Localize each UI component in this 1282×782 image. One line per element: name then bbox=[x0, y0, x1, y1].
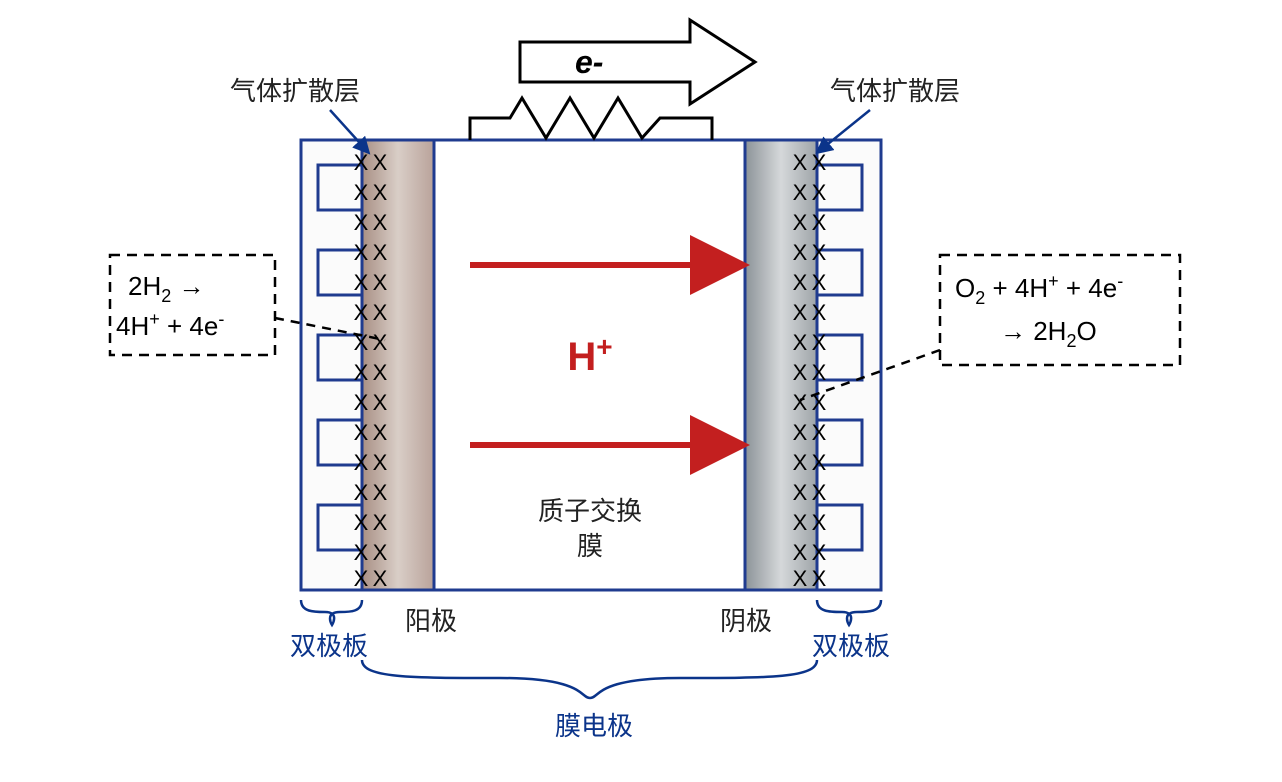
svg-text:X: X bbox=[373, 540, 388, 565]
svg-text:X: X bbox=[793, 330, 808, 355]
anode-label: 阳极 bbox=[405, 606, 457, 636]
svg-text:X: X bbox=[354, 510, 369, 535]
bipolar-label-right: 双极板 bbox=[812, 631, 890, 661]
svg-text:X: X bbox=[812, 360, 827, 385]
membrane-electrode-label: 膜电极 bbox=[555, 711, 633, 741]
svg-text:O2 + 4H+ + 4e-: O2 + 4H+ + 4e- bbox=[955, 271, 1123, 308]
svg-text:X: X bbox=[373, 420, 388, 445]
svg-text:X: X bbox=[373, 240, 388, 265]
svg-text:X: X bbox=[793, 510, 808, 535]
svg-text:X: X bbox=[373, 330, 388, 355]
membrane-electrode-brace: 膜电极 bbox=[362, 660, 817, 741]
svg-text:X: X bbox=[373, 300, 388, 325]
svg-text:X: X bbox=[373, 450, 388, 475]
svg-text:X: X bbox=[354, 360, 369, 385]
svg-text:X: X bbox=[793, 300, 808, 325]
svg-text:X: X bbox=[793, 210, 808, 235]
svg-text:→ 2H2O: → 2H2O bbox=[1000, 316, 1097, 351]
svg-text:X: X bbox=[354, 180, 369, 205]
svg-text:X: X bbox=[812, 566, 827, 591]
svg-text:X: X bbox=[373, 566, 388, 591]
svg-text:X: X bbox=[354, 300, 369, 325]
svg-text:X: X bbox=[373, 480, 388, 505]
svg-text:X: X bbox=[793, 150, 808, 175]
svg-text:X: X bbox=[354, 480, 369, 505]
svg-text:X: X bbox=[812, 150, 827, 175]
svg-text:X: X bbox=[812, 210, 827, 235]
svg-text:X: X bbox=[793, 360, 808, 385]
bipolar-brace-right: 双极板 bbox=[812, 600, 890, 661]
cathode-label: 阴极 bbox=[720, 606, 772, 636]
membrane-label-line1: 质子交换 bbox=[538, 496, 642, 526]
bipolar-brace-left: 双极板 bbox=[290, 600, 368, 661]
gdl-label-right: 气体扩散层 bbox=[830, 76, 960, 106]
svg-text:X: X bbox=[812, 240, 827, 265]
svg-text:X: X bbox=[373, 360, 388, 385]
svg-text:X: X bbox=[812, 330, 827, 355]
svg-text:X: X bbox=[812, 300, 827, 325]
svg-text:X: X bbox=[373, 210, 388, 235]
svg-text:X: X bbox=[354, 390, 369, 415]
svg-text:X: X bbox=[354, 150, 369, 175]
svg-text:X: X bbox=[812, 510, 827, 535]
svg-text:X: X bbox=[793, 270, 808, 295]
svg-text:X: X bbox=[793, 566, 808, 591]
svg-text:X: X bbox=[354, 450, 369, 475]
svg-text:X: X bbox=[793, 390, 808, 415]
svg-text:X: X bbox=[354, 540, 369, 565]
bipolar-label-left: 双极板 bbox=[290, 631, 368, 661]
svg-text:X: X bbox=[373, 390, 388, 415]
fuel-cell-diagram: XX XX XX XX XX XX XX XX XX XX XX XX XX X… bbox=[0, 0, 1282, 782]
svg-text:X: X bbox=[354, 270, 369, 295]
svg-text:X: X bbox=[812, 270, 827, 295]
svg-text:X: X bbox=[793, 240, 808, 265]
svg-text:X: X bbox=[354, 566, 369, 591]
electron-label: e- bbox=[575, 44, 603, 80]
svg-text:X: X bbox=[812, 420, 827, 445]
svg-text:X: X bbox=[812, 540, 827, 565]
svg-text:X: X bbox=[793, 420, 808, 445]
svg-text:X: X bbox=[793, 180, 808, 205]
svg-text:X: X bbox=[812, 450, 827, 475]
membrane-label-line2: 膜 bbox=[577, 531, 603, 561]
gdl-label-left: 气体扩散层 bbox=[230, 76, 360, 106]
svg-text:4H+ + 4e-: 4H+ + 4e- bbox=[116, 309, 224, 341]
svg-text:X: X bbox=[354, 420, 369, 445]
svg-text:X: X bbox=[793, 480, 808, 505]
svg-text:X: X bbox=[373, 270, 388, 295]
svg-text:X: X bbox=[373, 180, 388, 205]
svg-text:2H2 →: 2H2 → bbox=[128, 271, 205, 306]
svg-text:X: X bbox=[812, 180, 827, 205]
external-circuit bbox=[470, 98, 712, 140]
svg-text:X: X bbox=[793, 450, 808, 475]
electron-arrow: e- bbox=[520, 20, 755, 104]
svg-text:X: X bbox=[354, 210, 369, 235]
svg-text:X: X bbox=[812, 480, 827, 505]
svg-text:X: X bbox=[373, 510, 388, 535]
right-bipolar-plate bbox=[817, 140, 881, 590]
svg-text:X: X bbox=[354, 240, 369, 265]
svg-text:X: X bbox=[373, 150, 388, 175]
svg-text:X: X bbox=[793, 540, 808, 565]
